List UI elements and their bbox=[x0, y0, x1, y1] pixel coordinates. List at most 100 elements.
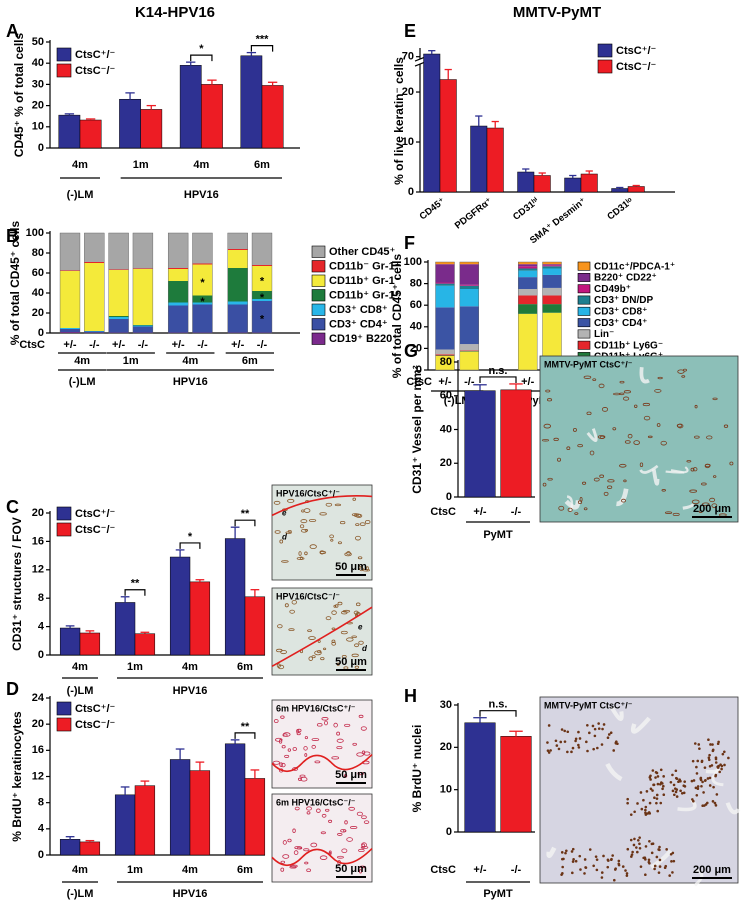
tissue-texture bbox=[661, 787, 664, 791]
tissue-texture bbox=[703, 766, 707, 769]
y-tick-label: 0 bbox=[446, 491, 452, 503]
tissue-texture bbox=[359, 567, 364, 572]
tissue-texture bbox=[601, 727, 604, 731]
axis-break-gap bbox=[417, 59, 423, 65]
tissue-texture bbox=[720, 767, 723, 771]
tissue-texture bbox=[723, 424, 729, 428]
basement-membrane bbox=[271, 847, 373, 867]
group-label: PyMT bbox=[483, 888, 513, 900]
tissue-texture bbox=[657, 871, 661, 874]
bar-segment bbox=[459, 306, 479, 345]
tissue-texture bbox=[289, 609, 295, 614]
tissue-texture bbox=[613, 878, 616, 882]
y-tick-label: 40 bbox=[32, 287, 44, 299]
panel-letter: A bbox=[6, 21, 19, 41]
tissue-texture bbox=[306, 868, 311, 873]
bar-segment bbox=[192, 295, 213, 303]
bar-segment bbox=[459, 351, 479, 370]
tissue-texture bbox=[644, 808, 647, 812]
tissue-texture bbox=[712, 785, 715, 789]
y-tick-label: 20 bbox=[402, 86, 414, 98]
legend-swatch bbox=[56, 47, 72, 62]
tissue-texture bbox=[321, 813, 327, 818]
basement-membrane bbox=[271, 753, 373, 773]
x-tick-label: +/- bbox=[63, 339, 76, 351]
tissue-texture bbox=[339, 520, 346, 525]
tissue-texture bbox=[709, 497, 716, 503]
tissue-texture bbox=[334, 604, 339, 608]
micrograph bbox=[539, 696, 739, 884]
tissue-texture bbox=[600, 871, 604, 874]
model-header: MMTV-PyMT bbox=[513, 4, 601, 21]
bar-segment bbox=[84, 263, 105, 331]
y-axis-label: CD45⁺ % of total cells bbox=[12, 32, 26, 157]
bar bbox=[59, 627, 81, 656]
tissue-texture bbox=[566, 750, 569, 754]
tissue-texture bbox=[293, 850, 299, 855]
bar-segment bbox=[168, 302, 189, 306]
tissue-texture bbox=[280, 867, 285, 872]
tissue-texture bbox=[324, 808, 330, 812]
tissue-texture bbox=[595, 868, 599, 872]
tissue-texture bbox=[712, 397, 718, 401]
x-tick-label: CD31ʰⁱ bbox=[511, 196, 541, 223]
tissue-texture bbox=[547, 477, 553, 481]
tissue-texture bbox=[308, 519, 317, 522]
y-axis-label: % of total CD45⁺ cells bbox=[390, 253, 404, 378]
group-label: (-)LM bbox=[444, 395, 471, 407]
tissue-texture bbox=[337, 601, 343, 606]
x-tick-label: 6m bbox=[237, 661, 253, 673]
tissue-texture bbox=[340, 630, 348, 635]
tissue-texture bbox=[651, 469, 660, 486]
bar-segment bbox=[108, 269, 129, 270]
legend-swatch bbox=[597, 59, 613, 74]
y-tick-label: 0 bbox=[38, 849, 44, 861]
bar-outline bbox=[517, 261, 538, 371]
legend-swatch bbox=[577, 318, 591, 328]
bar bbox=[500, 736, 532, 833]
panel-letter: H bbox=[404, 686, 417, 706]
tissue-texture bbox=[674, 769, 678, 773]
tissue-texture bbox=[635, 846, 638, 849]
bar-outline bbox=[132, 232, 154, 334]
legend-label: CD3⁺ CD8⁺ bbox=[329, 304, 388, 316]
tissue-texture bbox=[689, 489, 698, 493]
significance-mark: n.s. bbox=[489, 699, 508, 711]
bar bbox=[261, 85, 284, 149]
bar-segment bbox=[542, 265, 562, 267]
tissue-texture bbox=[708, 784, 712, 787]
legend-swatch bbox=[577, 295, 591, 305]
tissue-texture bbox=[333, 604, 337, 608]
group-label: HPV16 bbox=[173, 685, 208, 697]
tissue-texture bbox=[304, 736, 308, 740]
y-tick-label: 0 bbox=[38, 142, 44, 154]
y-tick-label: 24 bbox=[32, 692, 45, 704]
tissue-texture bbox=[621, 865, 625, 868]
bar-segment bbox=[168, 268, 189, 269]
tissue-texture bbox=[625, 874, 629, 877]
bar-outline bbox=[84, 232, 105, 334]
tissue-texture bbox=[611, 854, 614, 857]
group-label: PyMT bbox=[483, 529, 513, 541]
tissue-texture bbox=[708, 776, 712, 780]
tissue-texture bbox=[701, 804, 704, 808]
tissue-texture bbox=[280, 762, 286, 768]
bar bbox=[224, 538, 246, 656]
y-tick-label: 12 bbox=[32, 564, 44, 576]
bar-segment bbox=[227, 233, 248, 249]
bar-segment bbox=[435, 355, 455, 370]
tissue-texture bbox=[661, 489, 666, 492]
significance-bracket bbox=[250, 45, 274, 52]
bar bbox=[517, 171, 535, 193]
tissue-texture bbox=[658, 845, 661, 849]
tissue-texture bbox=[654, 776, 657, 779]
y-tick-label: 0 bbox=[446, 826, 452, 838]
tissue-texture bbox=[564, 851, 567, 855]
tissue-texture bbox=[354, 535, 361, 541]
bar-outline bbox=[459, 261, 480, 371]
tissue-texture bbox=[542, 482, 547, 487]
tissue-texture bbox=[571, 860, 575, 863]
group-label: HPV16 bbox=[173, 888, 208, 900]
tissue-texture bbox=[648, 812, 652, 815]
bar-segment bbox=[60, 332, 80, 333]
